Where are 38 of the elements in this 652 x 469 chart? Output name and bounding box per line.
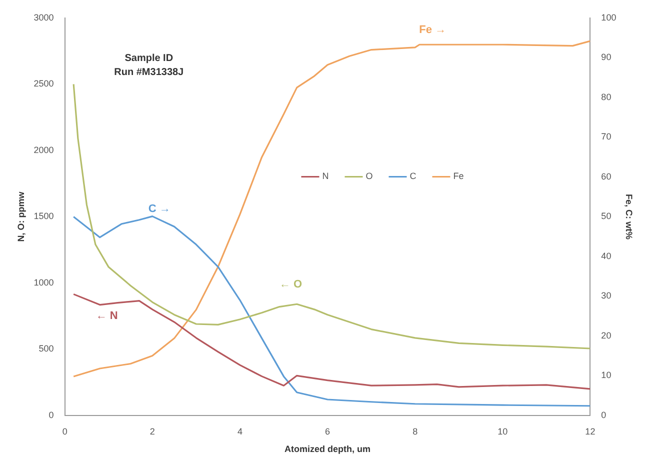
text: Run #M31338J (114, 66, 184, 78)
x-tick-label: 2 (150, 426, 155, 436)
y2-tick-label: 70 (601, 132, 612, 142)
y-tick-label: 2500 (34, 78, 54, 89)
legend-label: C (410, 171, 417, 182)
x-tick-label: 0 (62, 426, 68, 436)
y-tick-label: 1500 (34, 211, 54, 222)
annotation: ← N (96, 310, 118, 322)
annotation: C → (148, 202, 170, 215)
y-tick-label: 2000 (34, 144, 54, 155)
y-axis-title: N, O: ppmw (16, 190, 26, 242)
annotation: Fe → (419, 24, 446, 36)
legend-label: O (366, 171, 373, 182)
text: Sample ID (124, 52, 174, 64)
y2-tick-label: 10 (601, 370, 612, 380)
y-tick-label: 3000 (34, 12, 54, 22)
x-tick-label: 4 (237, 426, 242, 436)
x-axis-title: Atomized depth, um (284, 444, 371, 454)
x-tick-label: 6 (324, 426, 330, 436)
y2-axis-title: Fe, C: wt% (624, 194, 634, 240)
x-tick-label: 10 (498, 426, 508, 436)
x-tick-label: 12 (585, 426, 596, 436)
y-tick-label: 500 (38, 344, 54, 354)
y2-tick-label: 100 (601, 12, 616, 22)
y2-tick-label: 40 (601, 250, 612, 261)
y-tick-label: 0 (48, 410, 54, 420)
y2-tick-label: 20 (601, 330, 612, 340)
annotation: ← O (279, 278, 302, 290)
legend-label: N (322, 171, 329, 182)
legend-label: Fe (453, 171, 464, 182)
y2-tick-label: 30 (601, 290, 612, 301)
y-tick-label: 1000 (34, 277, 54, 288)
x-tick-label: 8 (412, 426, 418, 436)
y2-tick-label: 50 (601, 211, 612, 222)
y2-tick-label: 60 (601, 171, 612, 182)
y2-tick-label: 80 (601, 92, 612, 102)
y2-tick-label: 0 (601, 410, 606, 420)
y2-tick-label: 90 (601, 52, 612, 62)
